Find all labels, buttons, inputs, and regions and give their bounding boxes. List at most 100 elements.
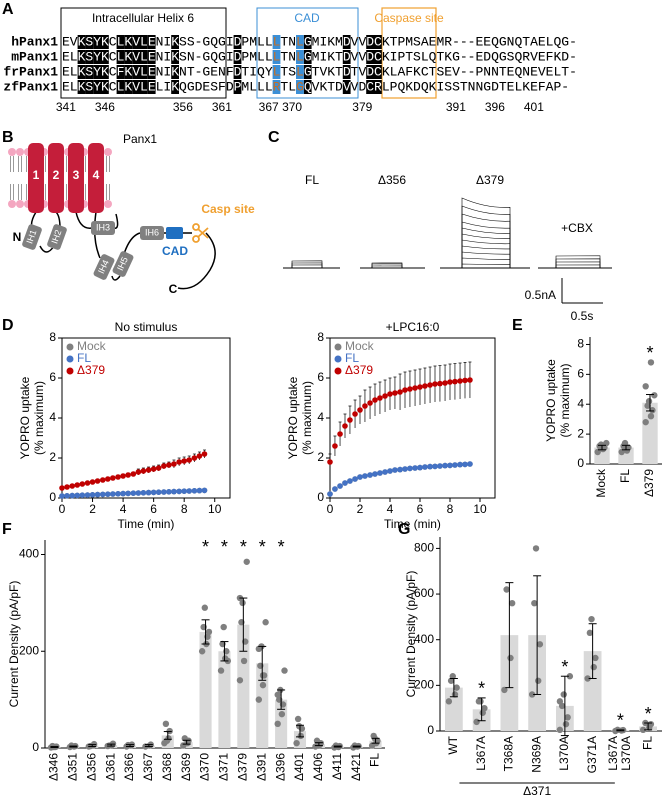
- data-point: [105, 491, 111, 498]
- trace: [461, 233, 511, 268]
- highlight: [132, 35, 140, 49]
- data-point: [625, 444, 632, 451]
- data-point: [367, 472, 373, 478]
- lipid-head: [104, 148, 112, 156]
- data-point: [274, 720, 281, 728]
- data-point: [166, 462, 172, 468]
- y-tick-label: 4: [49, 410, 56, 424]
- data-point: [462, 377, 468, 384]
- data-point: [642, 418, 649, 426]
- data-point: [452, 462, 458, 468]
- x-tick-label: Δ370: [198, 753, 212, 781]
- cad-domain: [166, 227, 183, 239]
- highlight: [101, 80, 109, 94]
- residue-number: 367: [259, 100, 279, 114]
- data-point: [560, 691, 567, 698]
- data-point: [171, 461, 177, 467]
- data-point: [618, 448, 625, 456]
- y-axis-label: (% maximum): [558, 363, 572, 437]
- data-point: [647, 359, 655, 366]
- data-point: [473, 718, 480, 726]
- y-tick-label: 6: [317, 370, 324, 384]
- legend-marker: [66, 343, 74, 351]
- data-point: [176, 459, 182, 465]
- data-point: [432, 463, 438, 470]
- highlight: [374, 80, 382, 94]
- data-point: [407, 386, 413, 392]
- trace: [461, 251, 511, 268]
- ih-box: [93, 254, 115, 280]
- highlight: [272, 80, 281, 94]
- lipid-head: [104, 200, 112, 208]
- helix-box: [60, 7, 227, 99]
- data-point: [59, 493, 65, 499]
- highlight: [171, 50, 179, 64]
- x-tick-label: Δ346: [47, 753, 61, 781]
- data-point: [74, 482, 81, 488]
- x-tick-label: Δ379: [236, 753, 250, 781]
- data-point: [503, 586, 510, 593]
- ih-label: IH2: [49, 228, 63, 245]
- y-axis-label: YOPRO uptake: [544, 359, 558, 442]
- trace-label: Δ356: [378, 173, 406, 187]
- data-point: [278, 710, 286, 718]
- y-tick-label: 8: [49, 330, 56, 344]
- highlight: [374, 65, 382, 79]
- x-tick-label: Mock: [594, 468, 608, 498]
- data-point: [161, 463, 167, 469]
- data-point: [584, 675, 591, 682]
- data-point: [387, 391, 393, 397]
- highlight: [296, 35, 304, 49]
- trace: [555, 258, 601, 268]
- y-tick-label: 200: [414, 678, 434, 692]
- scissors: [192, 223, 209, 243]
- data-point: [449, 673, 456, 680]
- y-axis-label: Current Density (pA/pF): [7, 581, 21, 708]
- legend-marker: [334, 355, 342, 363]
- highlight: [140, 35, 148, 49]
- data-point: [293, 739, 300, 747]
- data-point: [201, 451, 208, 457]
- x-tick-label: 0: [59, 502, 66, 516]
- significance-marker: *: [240, 537, 247, 557]
- data-point: [382, 393, 388, 399]
- data-point: [432, 381, 438, 387]
- data-point: [372, 471, 378, 477]
- data-point: [535, 677, 542, 684]
- data-point: [362, 403, 368, 409]
- x-tick-label: Δ366: [122, 753, 136, 781]
- loop: [30, 211, 216, 290]
- data-point: [402, 466, 408, 472]
- group-label: Δ371: [523, 784, 551, 798]
- ih-label: IH3: [96, 222, 110, 232]
- y-tick-label: 0: [317, 490, 324, 504]
- chart-title: +LPC16:0: [386, 320, 440, 334]
- data-point: [181, 458, 187, 464]
- data-point: [467, 461, 473, 467]
- data-point: [445, 698, 453, 705]
- highlight: [303, 35, 312, 49]
- data-point: [69, 492, 76, 499]
- highlight: [366, 80, 374, 94]
- significance-marker: *: [202, 537, 209, 557]
- significance-marker: *: [478, 679, 485, 699]
- data-point: [125, 490, 131, 497]
- y-tick-label: 0: [32, 740, 39, 754]
- x-tick-label: Δ411: [330, 753, 344, 780]
- data-point: [297, 732, 304, 740]
- x-tick-label: 0: [327, 502, 334, 516]
- diagram-title: Panx1: [123, 132, 157, 146]
- y-tick-label: 6: [49, 370, 56, 384]
- y-tick-label: 8: [317, 330, 324, 344]
- data-point: [99, 491, 106, 498]
- highlight: [171, 65, 179, 79]
- ih-box: [140, 226, 164, 240]
- data-point: [150, 466, 157, 472]
- data-point: [377, 470, 383, 476]
- helix: [28, 143, 44, 213]
- lipid-head: [8, 200, 16, 208]
- highlight: [93, 50, 101, 64]
- data-point: [447, 379, 453, 385]
- bar: [237, 624, 250, 748]
